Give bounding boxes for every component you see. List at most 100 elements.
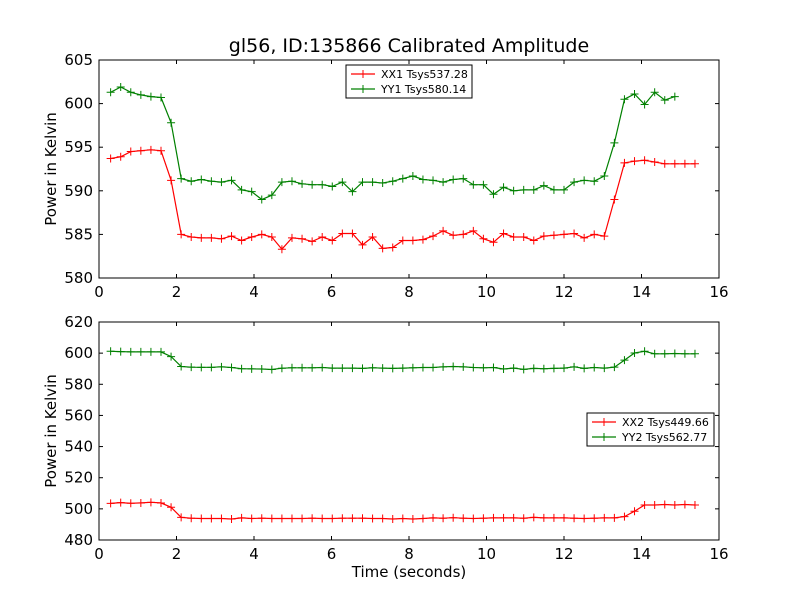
data-point <box>217 234 226 243</box>
y-axis-label: Power in Kelvin <box>42 374 60 488</box>
data-point <box>257 514 266 523</box>
data-point <box>680 159 689 168</box>
data-point <box>106 499 115 508</box>
data-point <box>328 182 337 191</box>
data-point <box>670 349 679 358</box>
data-point <box>257 365 266 374</box>
data-point <box>418 175 427 184</box>
data-point <box>459 362 468 371</box>
data-point <box>439 226 448 235</box>
data-point <box>640 500 649 509</box>
data-point <box>640 347 649 356</box>
legend-box <box>345 64 473 99</box>
data-point <box>348 187 357 196</box>
series-1 <box>106 498 699 523</box>
data-point <box>388 243 397 252</box>
data-point <box>429 176 438 185</box>
x-tick-label: 4 <box>249 283 259 301</box>
data-point <box>247 233 256 242</box>
data-point <box>408 236 417 245</box>
data-point <box>398 514 407 523</box>
data-point <box>610 363 619 372</box>
data-point <box>489 190 498 199</box>
data-point <box>570 229 579 238</box>
x-axis-label: Time (seconds) <box>351 563 467 581</box>
data-point <box>146 347 155 356</box>
data-point <box>600 513 609 522</box>
data-point <box>398 174 407 183</box>
data-point <box>620 512 629 521</box>
x-tick-label: 8 <box>404 283 414 301</box>
data-point <box>177 362 186 371</box>
data-point <box>549 513 558 522</box>
data-point <box>418 235 427 244</box>
y-tick-label: 580 <box>64 269 93 287</box>
data-point <box>529 236 538 245</box>
data-point <box>610 138 619 147</box>
data-point <box>207 233 216 242</box>
data-point <box>298 363 307 372</box>
data-point <box>237 513 246 522</box>
data-point <box>298 179 307 188</box>
data-point <box>620 158 629 167</box>
data-point <box>408 363 417 372</box>
data-point <box>368 233 377 242</box>
data-point <box>439 514 448 523</box>
data-point <box>408 171 417 180</box>
legend: XX2 Tsys449.66 YY2 Tsys562.77 <box>586 412 715 447</box>
data-point <box>459 230 468 239</box>
data-point <box>308 180 317 189</box>
data-point <box>469 180 478 189</box>
data-point <box>207 363 216 372</box>
data-point <box>287 363 296 372</box>
data-point <box>277 364 286 373</box>
data-point <box>630 348 639 357</box>
data-point <box>670 500 679 509</box>
plot-panel-2: 0 2 4 6 8 10 12 14 16 480 500 520 540 560 580 600 620 Pow… <box>42 313 729 581</box>
y-tick-label: 590 <box>64 182 93 200</box>
data-point <box>378 178 387 187</box>
data-point <box>106 88 115 97</box>
data-point <box>378 514 387 523</box>
data-point <box>529 185 538 194</box>
x-tick-label: 6 <box>327 545 337 563</box>
data-point <box>630 90 639 99</box>
data-point <box>388 177 397 186</box>
data-point <box>439 178 448 187</box>
data-point <box>660 500 669 509</box>
data-point <box>358 364 367 373</box>
data-point <box>650 349 659 358</box>
data-point <box>106 154 115 163</box>
data-point <box>509 186 518 195</box>
data-point <box>378 244 387 253</box>
y-tick-label: 620 <box>64 313 93 331</box>
y-tick-label: 480 <box>64 531 93 549</box>
data-point <box>277 514 286 523</box>
data-point <box>157 347 165 356</box>
data-point <box>318 233 327 242</box>
data-point <box>277 245 286 254</box>
data-point <box>116 152 125 161</box>
data-point <box>136 498 145 507</box>
data-point <box>570 514 579 523</box>
data-point <box>348 364 357 373</box>
data-point <box>660 159 669 168</box>
data-point <box>388 364 397 373</box>
data-point <box>368 178 377 187</box>
legend-marker <box>600 418 608 426</box>
data-point <box>267 365 276 374</box>
chart-title: gl56, ID:135866 Calibrated Amplitude <box>229 35 589 57</box>
data-point <box>308 363 317 372</box>
series-2 <box>106 83 679 204</box>
data-point <box>549 364 558 373</box>
data-point <box>650 158 659 167</box>
data-point <box>187 514 196 523</box>
data-point <box>378 364 387 373</box>
data-point <box>157 93 165 102</box>
data-point <box>620 356 629 365</box>
data-point <box>449 362 458 371</box>
data-point <box>126 499 135 508</box>
data-point <box>157 498 165 507</box>
data-point <box>328 364 337 373</box>
